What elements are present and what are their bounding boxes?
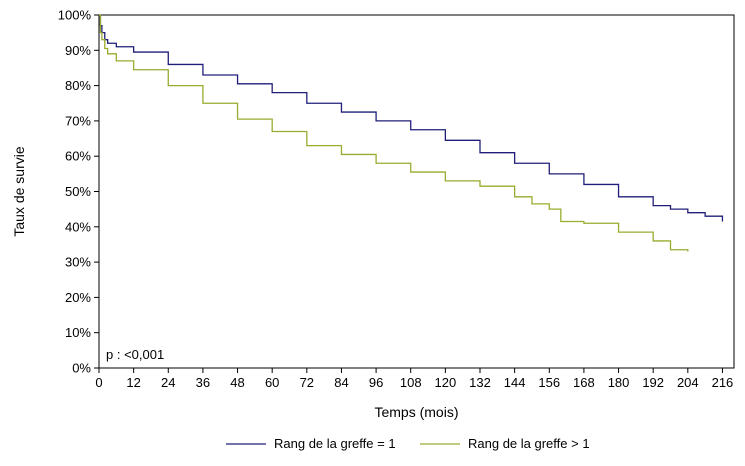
x-tick-label: 204 xyxy=(677,375,699,390)
x-tick-label: 156 xyxy=(538,375,560,390)
x-tick-label: 60 xyxy=(265,375,279,390)
y-axis-title: Taux de survie xyxy=(11,146,27,236)
y-tick-label: 100% xyxy=(58,8,92,23)
x-axis-title: Temps (mois) xyxy=(374,404,458,420)
p-value-annotation: p : <0,001 xyxy=(106,347,164,362)
x-tick-label: 108 xyxy=(400,375,422,390)
y-tick-label: 50% xyxy=(65,184,91,199)
y-tick-label: 90% xyxy=(65,43,91,58)
x-tick-label: 24 xyxy=(161,375,175,390)
x-tick-label: 96 xyxy=(369,375,383,390)
x-tick-label: 12 xyxy=(126,375,140,390)
x-tick-label: 216 xyxy=(712,375,734,390)
x-tick-label: 36 xyxy=(196,375,210,390)
x-tick-label: 84 xyxy=(334,375,348,390)
y-tick-label: 10% xyxy=(65,325,91,340)
legend: Rang de la greffe = 1 Rang de la greffe >… xyxy=(226,436,590,451)
y-tick-label: 40% xyxy=(65,219,91,234)
x-tick-label: 180 xyxy=(608,375,630,390)
x-tick-label: 132 xyxy=(469,375,491,390)
legend-label-1: Rang de la greffe = 1 xyxy=(274,436,396,451)
plot-area: 0 12 24 36 48 60 72 84 96 108 120 132 144 156 168 180 19… xyxy=(58,8,735,390)
series-line-1 xyxy=(99,14,724,222)
y-tick-label: 60% xyxy=(65,149,91,164)
y-tick-label: 20% xyxy=(65,290,91,305)
y-tick-label: 30% xyxy=(65,255,91,270)
x-tick-label: 144 xyxy=(504,375,526,390)
x-tick-label: 72 xyxy=(300,375,314,390)
y-tick-label: 80% xyxy=(65,78,91,93)
y-axis: 0% 10% 20% 30% 40% 50% 60% 70% 80% 90% 100% xyxy=(58,8,99,376)
y-tick-label: 70% xyxy=(65,113,91,128)
x-tick-label: 120 xyxy=(435,375,457,390)
x-tick-label: 192 xyxy=(642,375,664,390)
plot-frame xyxy=(98,14,735,369)
x-tick-label: 48 xyxy=(230,375,244,390)
x-tick-label: 0 xyxy=(95,375,102,390)
x-tick-label: 168 xyxy=(573,375,595,390)
series-layer xyxy=(99,14,724,252)
legend-label-2: Rang de la greffe > 1 xyxy=(468,436,590,451)
x-axis: 0 12 24 36 48 60 72 84 96 108 120 132 144 156 168 180 19… xyxy=(95,368,733,390)
y-tick-label: 0% xyxy=(72,361,91,376)
series-line-2 xyxy=(99,14,689,252)
